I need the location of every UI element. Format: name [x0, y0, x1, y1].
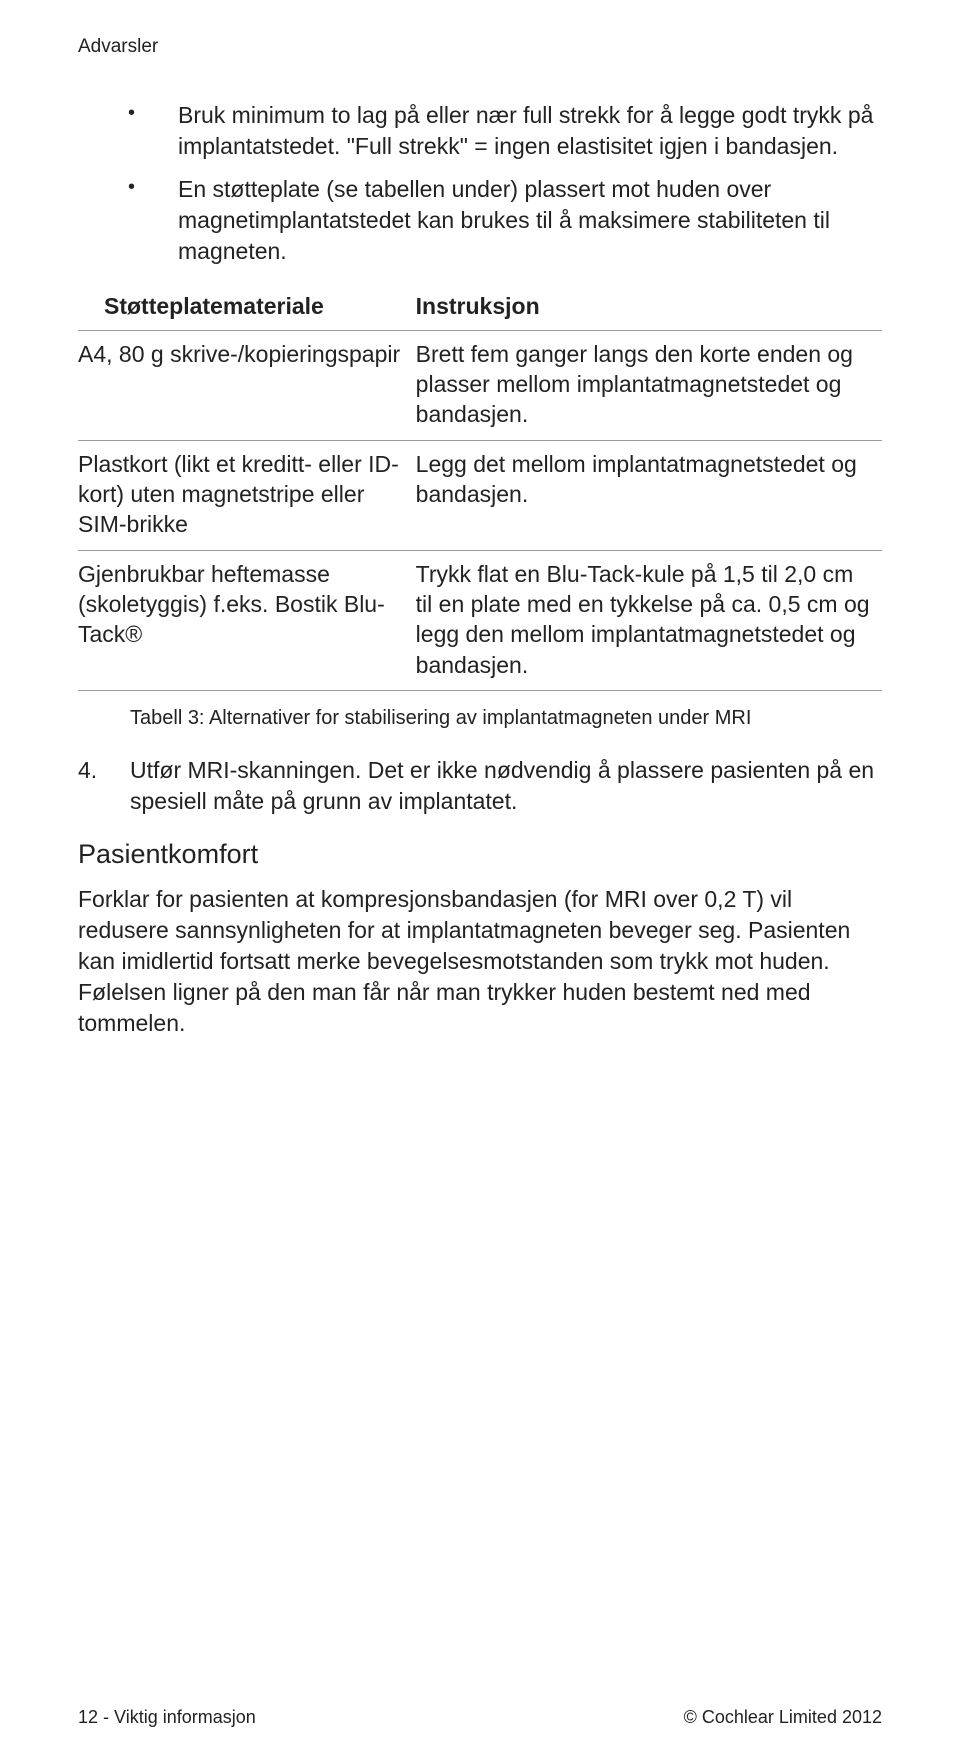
bullet-text: En støtteplate (se tabellen under) plass… [178, 176, 830, 264]
bullet-text: Bruk minimum to lag på eller nær full st… [178, 102, 873, 159]
table-header-instruction: Instruksjon [416, 285, 882, 330]
step-list: 4. Utfør MRI-skanningen. Det er ikke nød… [78, 755, 882, 817]
cell-instruction: Legg det mellom implantatmagnetstedet og… [416, 440, 882, 550]
step-number: 4. [78, 755, 97, 786]
page-footer: 12 - Viktig informasjon © Cochlear Limit… [78, 1707, 882, 1728]
footer-left: 12 - Viktig informasjon [78, 1707, 256, 1728]
footer-right: © Cochlear Limited 2012 [684, 1707, 882, 1728]
cell-material: A4, 80 g skrive-/kopieringspapir [78, 330, 416, 440]
page: Advarsler Bruk minimum to lag på eller n… [0, 0, 960, 1758]
body-paragraph: Forklar for pasienten at kompresjonsband… [78, 884, 882, 1039]
table-row: Plastkort (likt et kreditt- eller ID-kor… [78, 440, 882, 550]
bullet-item: En støtteplate (se tabellen under) plass… [128, 174, 882, 267]
table-caption: Tabell 3: Alternativer for stabilisering… [78, 705, 882, 731]
table-row: Gjenbrukbar heftemasse (skoletyggis) f.e… [78, 550, 882, 690]
support-plate-table: Støtteplatemateriale Instruksjon A4, 80 … [78, 285, 882, 691]
section-subhead: Pasientkomfort [78, 839, 882, 870]
step-text: Utfør MRI-skanningen. Det er ikke nødven… [130, 757, 874, 814]
running-header: Advarsler [78, 36, 882, 58]
bullet-list: Bruk minimum to lag på eller nær full st… [78, 100, 882, 267]
cell-instruction: Brett fem ganger langs den korte enden o… [416, 330, 882, 440]
cell-instruction: Trykk flat en Blu-Tack-kule på 1,5 til 2… [416, 550, 882, 690]
step-item: 4. Utfør MRI-skanningen. Det er ikke nød… [78, 755, 882, 817]
cell-material: Gjenbrukbar heftemasse (skoletyggis) f.e… [78, 550, 416, 690]
table-header-material: Støtteplatemateriale [78, 285, 416, 330]
cell-material: Plastkort (likt et kreditt- eller ID-kor… [78, 440, 416, 550]
table-row: A4, 80 g skrive-/kopieringspapir Brett f… [78, 330, 882, 440]
bullet-item: Bruk minimum to lag på eller nær full st… [128, 100, 882, 162]
